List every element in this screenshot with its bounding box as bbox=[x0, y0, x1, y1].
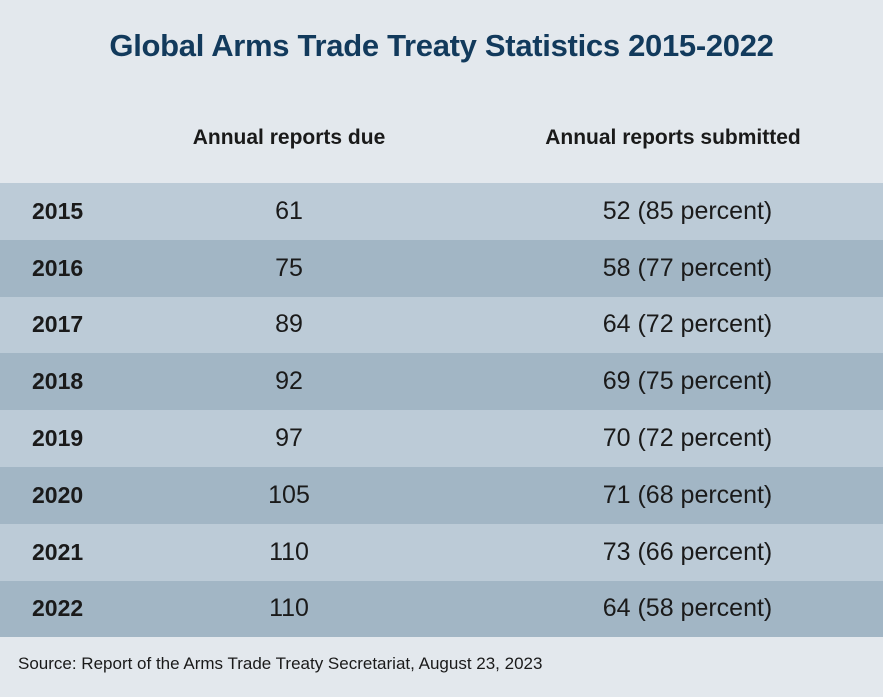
year-cell: 2016 bbox=[32, 254, 84, 281]
reports-due-cell: 89 bbox=[275, 310, 303, 339]
table-row: 2019 97 70 (72 percent) bbox=[0, 410, 883, 467]
column-header-reports-submitted: Annual reports submitted bbox=[545, 126, 801, 149]
reports-due-cell: 110 bbox=[269, 594, 309, 623]
reports-submitted-cell: 52 (85 percent) bbox=[602, 196, 773, 225]
reports-submitted-cell: 64 (72 percent) bbox=[602, 310, 773, 339]
reports-submitted-cell: 73 (66 percent) bbox=[602, 537, 773, 566]
table-row: 2016 75 58 (77 percent) bbox=[0, 239, 883, 297]
year-cell: 2021 bbox=[32, 538, 84, 565]
year-cell: 2015 bbox=[32, 197, 84, 224]
year-cell: 2018 bbox=[32, 368, 84, 395]
year-cell: 2022 bbox=[32, 595, 84, 622]
reports-due-cell: 75 bbox=[275, 253, 303, 282]
reports-submitted-cell: 64 (58 percent) bbox=[602, 594, 773, 623]
reports-due-cell: 105 bbox=[268, 480, 310, 509]
reports-due-cell: 92 bbox=[275, 367, 303, 396]
reports-submitted-cell: 71 (68 percent) bbox=[602, 480, 773, 509]
year-cell: 2020 bbox=[32, 481, 84, 508]
reports-submitted-cell: 58 (77 percent) bbox=[602, 253, 773, 282]
table-row: 2021 110 73 (66 percent) bbox=[0, 523, 883, 581]
source-note: Source: Report of the Arms Trade Treaty … bbox=[18, 654, 543, 673]
reports-submitted-cell: 70 (72 percent) bbox=[602, 424, 773, 453]
reports-due-cell: 110 bbox=[269, 537, 309, 566]
reports-due-cell: 97 bbox=[275, 424, 303, 453]
column-header-reports-due: Annual reports due bbox=[192, 126, 386, 149]
table-row: 2017 89 64 (72 percent) bbox=[0, 296, 883, 354]
table-row: 2020 105 71 (68 percent) bbox=[0, 466, 883, 524]
reports-due-cell: 61 bbox=[275, 196, 303, 225]
table-row: 2018 92 69 (75 percent) bbox=[0, 353, 883, 411]
year-cell: 2017 bbox=[32, 311, 84, 338]
table-row: 2022 110 64 (58 percent) bbox=[0, 580, 883, 638]
chart-title: Global Arms Trade Treaty Statistics 2015… bbox=[109, 28, 774, 63]
reports-submitted-cell: 69 (75 percent) bbox=[602, 367, 773, 396]
statistics-table: 2015 61 52 (85 percent) 2016 75 58 (77 p… bbox=[0, 183, 883, 638]
year-cell: 2019 bbox=[32, 425, 84, 452]
table-row: 2015 61 52 (85 percent) bbox=[0, 183, 883, 240]
